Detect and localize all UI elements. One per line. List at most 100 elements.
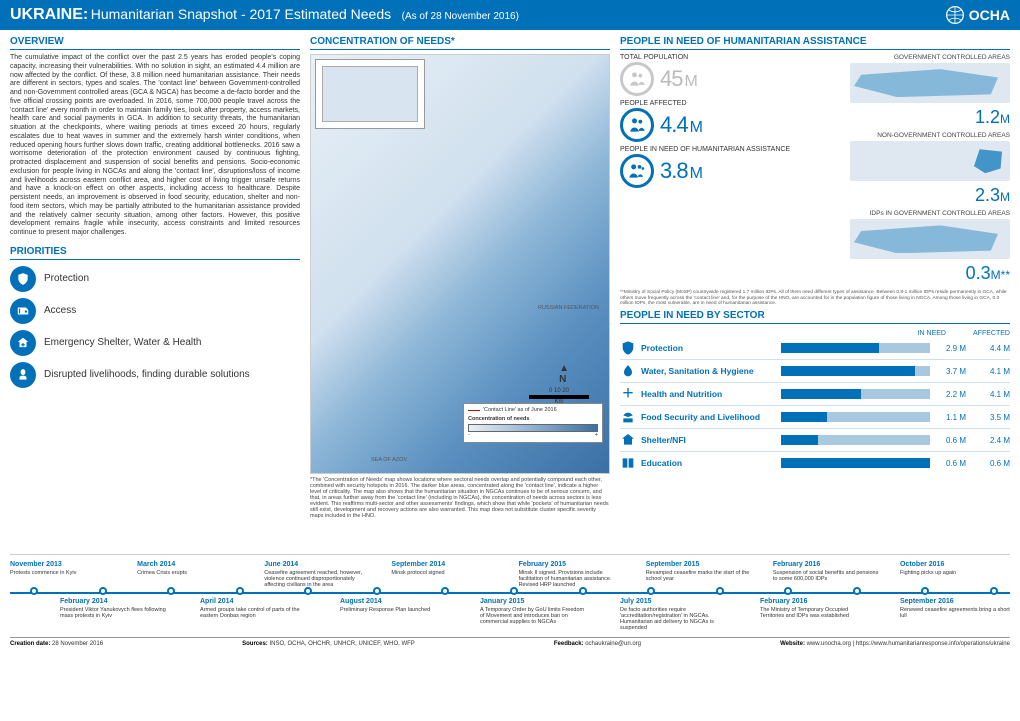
timeline-axis xyxy=(10,592,1010,594)
stat-pin: PEOPLE IN NEED OF HUMANITARIAN ASSISTANC… xyxy=(620,146,842,188)
timeline-dot xyxy=(30,587,38,595)
legend-min: - xyxy=(468,432,470,439)
sources-label: Sources: xyxy=(242,641,268,647)
timeline-item: October 2016Fighting picks up again xyxy=(900,561,1010,588)
creation-date: 28 November 2016 xyxy=(52,641,103,647)
sector-affected: 2.4 M xyxy=(974,436,1010,445)
stat-total-pop: TOTAL POPULATION 45M xyxy=(620,54,842,96)
timeline-item: April 2014Armed groups take control of p… xyxy=(200,598,310,631)
header-country: UKRAINE: xyxy=(10,6,88,23)
timeline-date: February 2016 xyxy=(773,561,883,569)
timeline-dot xyxy=(921,587,929,595)
scale-label: 0 10 20 xyxy=(549,388,569,394)
timeline-date: November 2013 xyxy=(10,561,120,569)
timeline-text: Crimea Crisis erupts xyxy=(137,570,247,576)
stat-unit: M xyxy=(690,165,702,182)
main-content: OVERVIEW The cumulative impact of the co… xyxy=(0,30,1020,550)
timeline-date: August 2014 xyxy=(340,598,450,606)
sector-row: Health and Nutrition2.2 M4.1 M xyxy=(620,383,1010,406)
priority-label: Disrupted livelihoods, finding durable s… xyxy=(44,369,250,380)
mini-value: 1.2 xyxy=(975,107,1000,127)
timeline-item: February 2016Suspension of social benefi… xyxy=(773,561,883,588)
inset-map xyxy=(315,59,425,129)
stat-idp: IDPs IN GOVERNMENT CONTROLLED AREAS 0.3M… xyxy=(850,210,1010,284)
un-globe-icon xyxy=(945,5,965,25)
map-legend: 'Contact Line' as of June 2016 Concentra… xyxy=(463,403,603,443)
stats-top: TOTAL POPULATION 45M PEOPLE AFFECTED xyxy=(620,54,1010,288)
mini-map-ngov xyxy=(850,141,1010,181)
timeline-item: February 2015Minsk II signed. Provisions… xyxy=(519,561,629,588)
people-icon xyxy=(620,154,654,188)
header-subtitle: Humanitarian Snapshot - 2017 Estimated N… xyxy=(91,6,391,22)
feedback-label: Feedback: xyxy=(554,641,584,647)
timeline-dot xyxy=(304,587,312,595)
priorities-title: PRIORITIES xyxy=(10,246,300,260)
priority-row: Disrupted livelihoods, finding durable s… xyxy=(10,362,300,388)
sector-bar: 0.6 M xyxy=(781,458,966,468)
stat-value: 45 xyxy=(660,66,682,91)
timeline-dot xyxy=(853,587,861,595)
header-bar: UKRAINE: Humanitarian Snapshot - 2017 Es… xyxy=(0,0,1020,30)
priority-label: Protection xyxy=(44,273,89,284)
timeline-date: October 2016 xyxy=(900,561,1010,569)
timeline-text: Suspension of social benefits and pensio… xyxy=(773,570,883,582)
col-affected: AFFECTED xyxy=(950,330,1010,337)
stat-value: 4.4 xyxy=(660,112,688,137)
website: www.unocha.org | https://www.humanitaria… xyxy=(807,641,1010,647)
sector-name: Health and Nutrition xyxy=(641,389,781,399)
idp-note: **Ministry of Social Policy (MoSP) count… xyxy=(620,290,1010,306)
timeline-dot xyxy=(99,587,107,595)
timeline-dot xyxy=(441,587,449,595)
sector-need: 3.7 M xyxy=(934,367,966,376)
sector-icon xyxy=(620,409,636,425)
people-icon xyxy=(620,62,654,96)
priority-row: Access xyxy=(10,298,300,324)
compass-icon: N xyxy=(559,363,569,385)
timeline-text: Preliminary Response Plan launched xyxy=(340,607,450,613)
header-left: UKRAINE: Humanitarian Snapshot - 2017 Es… xyxy=(10,6,519,24)
sectors-table: IN NEED AFFECTED Protection2.9 M4.4 MWat… xyxy=(620,330,1010,474)
mini-value: 2.3 xyxy=(975,185,1000,205)
mini-label: GOVERNMENT CONTROLLED AREAS xyxy=(850,54,1010,61)
column-middle: CONCENTRATION OF NEEDS* RUSSIAN FEDERATI… xyxy=(310,36,610,550)
timeline-item: June 2014Ceasefire agreement reached, ho… xyxy=(264,561,374,588)
sector-row: Food Security and Livelihood1.1 M3.5 M xyxy=(620,406,1010,429)
timeline-dot xyxy=(647,587,655,595)
timeline-item: January 2015A Temporary Order by GoU lim… xyxy=(480,598,590,631)
sector-name: Water, Sanitation & Hygiene xyxy=(641,366,781,376)
mini-label: IDPs IN GOVERNMENT CONTROLLED AREAS xyxy=(850,210,1010,217)
timeline-text: De facto authorities require 'accreditat… xyxy=(620,607,730,631)
timeline-text: Fighting picks up again xyxy=(900,570,1010,576)
overview-text: The cumulative impact of the conflict ov… xyxy=(10,54,300,238)
timeline-text: The Ministry of Temporary Occupied Terri… xyxy=(760,607,870,619)
timeline-text: Minsk protocol signed xyxy=(391,570,501,576)
sector-bar: 2.2 M xyxy=(781,389,966,399)
legend-max: + xyxy=(595,432,598,439)
sector-row: Shelter/NFI0.6 M2.4 M xyxy=(620,429,1010,452)
timeline-bottom-row: February 2014President Viktor Yanukovych… xyxy=(10,598,1010,631)
timeline-dot xyxy=(510,587,518,595)
timeline-item: March 2014Crimea Crisis erupts xyxy=(137,561,247,588)
timeline-dot xyxy=(990,587,998,595)
timeline-date: April 2014 xyxy=(200,598,310,606)
timeline-dot xyxy=(167,587,175,595)
timeline-dot xyxy=(784,587,792,595)
timeline-item: July 2015De facto authorities require 'a… xyxy=(620,598,730,631)
footer: Creation date: 28 November 2016 Sources:… xyxy=(10,637,1010,647)
stat-gca: GOVERNMENT CONTROLLED AREAS 1.2M xyxy=(850,54,1010,128)
stat-label: PEOPLE IN NEED OF HUMANITARIAN ASSISTANC… xyxy=(620,146,842,153)
timeline-text: Renewed ceasefire agreements bring a sho… xyxy=(900,607,1010,619)
ocha-logo: OCHA xyxy=(945,5,1010,25)
timeline-item: September 2014Minsk protocol signed xyxy=(391,561,501,588)
timeline-date: September 2014 xyxy=(391,561,501,569)
website-label: Website: xyxy=(780,641,805,647)
map-label-azov: SEA OF AZOV xyxy=(371,457,407,463)
mini-map-gov xyxy=(850,63,1010,103)
sector-affected: 4.1 M xyxy=(974,367,1010,376)
sectors-header: IN NEED AFFECTED xyxy=(620,330,1010,337)
timeline-item: September 2016Renewed ceasefire agreemen… xyxy=(900,598,1010,631)
sector-icon xyxy=(620,363,636,379)
stat-label: PEOPLE AFFECTED xyxy=(620,100,842,107)
priority-label: Emergency Shelter, Water & Health xyxy=(44,337,201,348)
sector-need: 2.9 M xyxy=(934,344,966,353)
